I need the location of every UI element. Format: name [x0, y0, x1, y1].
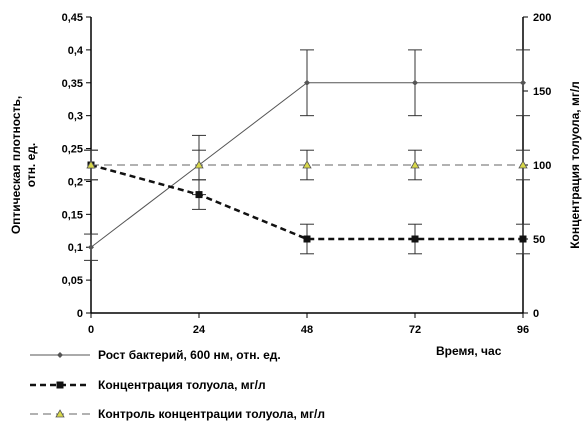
y-right-tick-label: 0	[533, 308, 539, 320]
y-axis-right-title: Концентрация толуола, мг/л	[568, 81, 582, 249]
data-point	[194, 160, 204, 169]
y-left-tick-label: 0,2	[68, 176, 83, 188]
legend-label: Контроль концентрации толуола, мг/л	[98, 407, 325, 421]
data-point	[520, 79, 526, 86]
data-point	[195, 191, 203, 199]
legend-marker	[57, 352, 63, 358]
y-left-tick-label: 0	[77, 308, 83, 320]
y-axis-left-title-line: Оптическая плотность,	[9, 96, 23, 234]
y-left-tick-label: 0,45	[62, 12, 83, 24]
legend-label: Рост бактерий, 600 нм, отн. ед.	[98, 348, 281, 362]
y-right-tick-label: 200	[533, 12, 551, 24]
data-point	[519, 235, 527, 243]
series-layer	[84, 49, 530, 261]
data-point	[411, 235, 419, 243]
legend: Рост бактерий, 600 нм, отн. ед. Концентра…	[30, 348, 325, 421]
data-point	[302, 160, 312, 169]
legend-marker	[56, 381, 64, 389]
x-tick-label: 48	[301, 324, 313, 336]
y-left-tick-label: 0,15	[62, 209, 83, 221]
data-point	[88, 244, 94, 251]
y-axis-left-title: Оптическая плотность,отн. ед.	[9, 96, 38, 234]
legend-label: Концентрация толуола, мг/л	[98, 378, 266, 392]
y-right-tick-label: 150	[533, 86, 551, 98]
y-left-tick-label: 0,4	[68, 45, 84, 57]
x-axis-title: Время, час	[436, 344, 502, 358]
data-point	[304, 79, 310, 86]
axes-layer: 0 0,05 0,1 0,15 0,2 0,25 0,3 0,35 0,4 0,45 0 50 100 1…	[62, 12, 552, 336]
data-point	[412, 79, 418, 86]
x-tick-label: 96	[517, 324, 529, 336]
y-left-tick-label: 0,25	[62, 144, 83, 156]
y-left-tick-label: 0,3	[68, 111, 83, 123]
series-3	[84, 149, 530, 181]
x-tick-label: 0	[88, 324, 94, 336]
data-point	[518, 160, 528, 169]
y-right-tick-label: 100	[533, 160, 551, 172]
data-point	[303, 235, 311, 243]
data-point	[410, 160, 420, 169]
y-left-tick-label: 0,35	[62, 78, 83, 90]
legend-marker	[55, 409, 65, 418]
series-line	[90, 163, 523, 241]
y-left-tick-label: 0,05	[62, 275, 83, 287]
data-point	[86, 160, 96, 169]
y-left-tick-label: 0,1	[68, 242, 83, 254]
x-tick-label: 24	[193, 324, 206, 336]
y-axis-left-title-line: отн. ед.	[24, 143, 38, 187]
x-tick-label: 72	[409, 324, 421, 336]
y-right-tick-label: 50	[533, 234, 545, 246]
